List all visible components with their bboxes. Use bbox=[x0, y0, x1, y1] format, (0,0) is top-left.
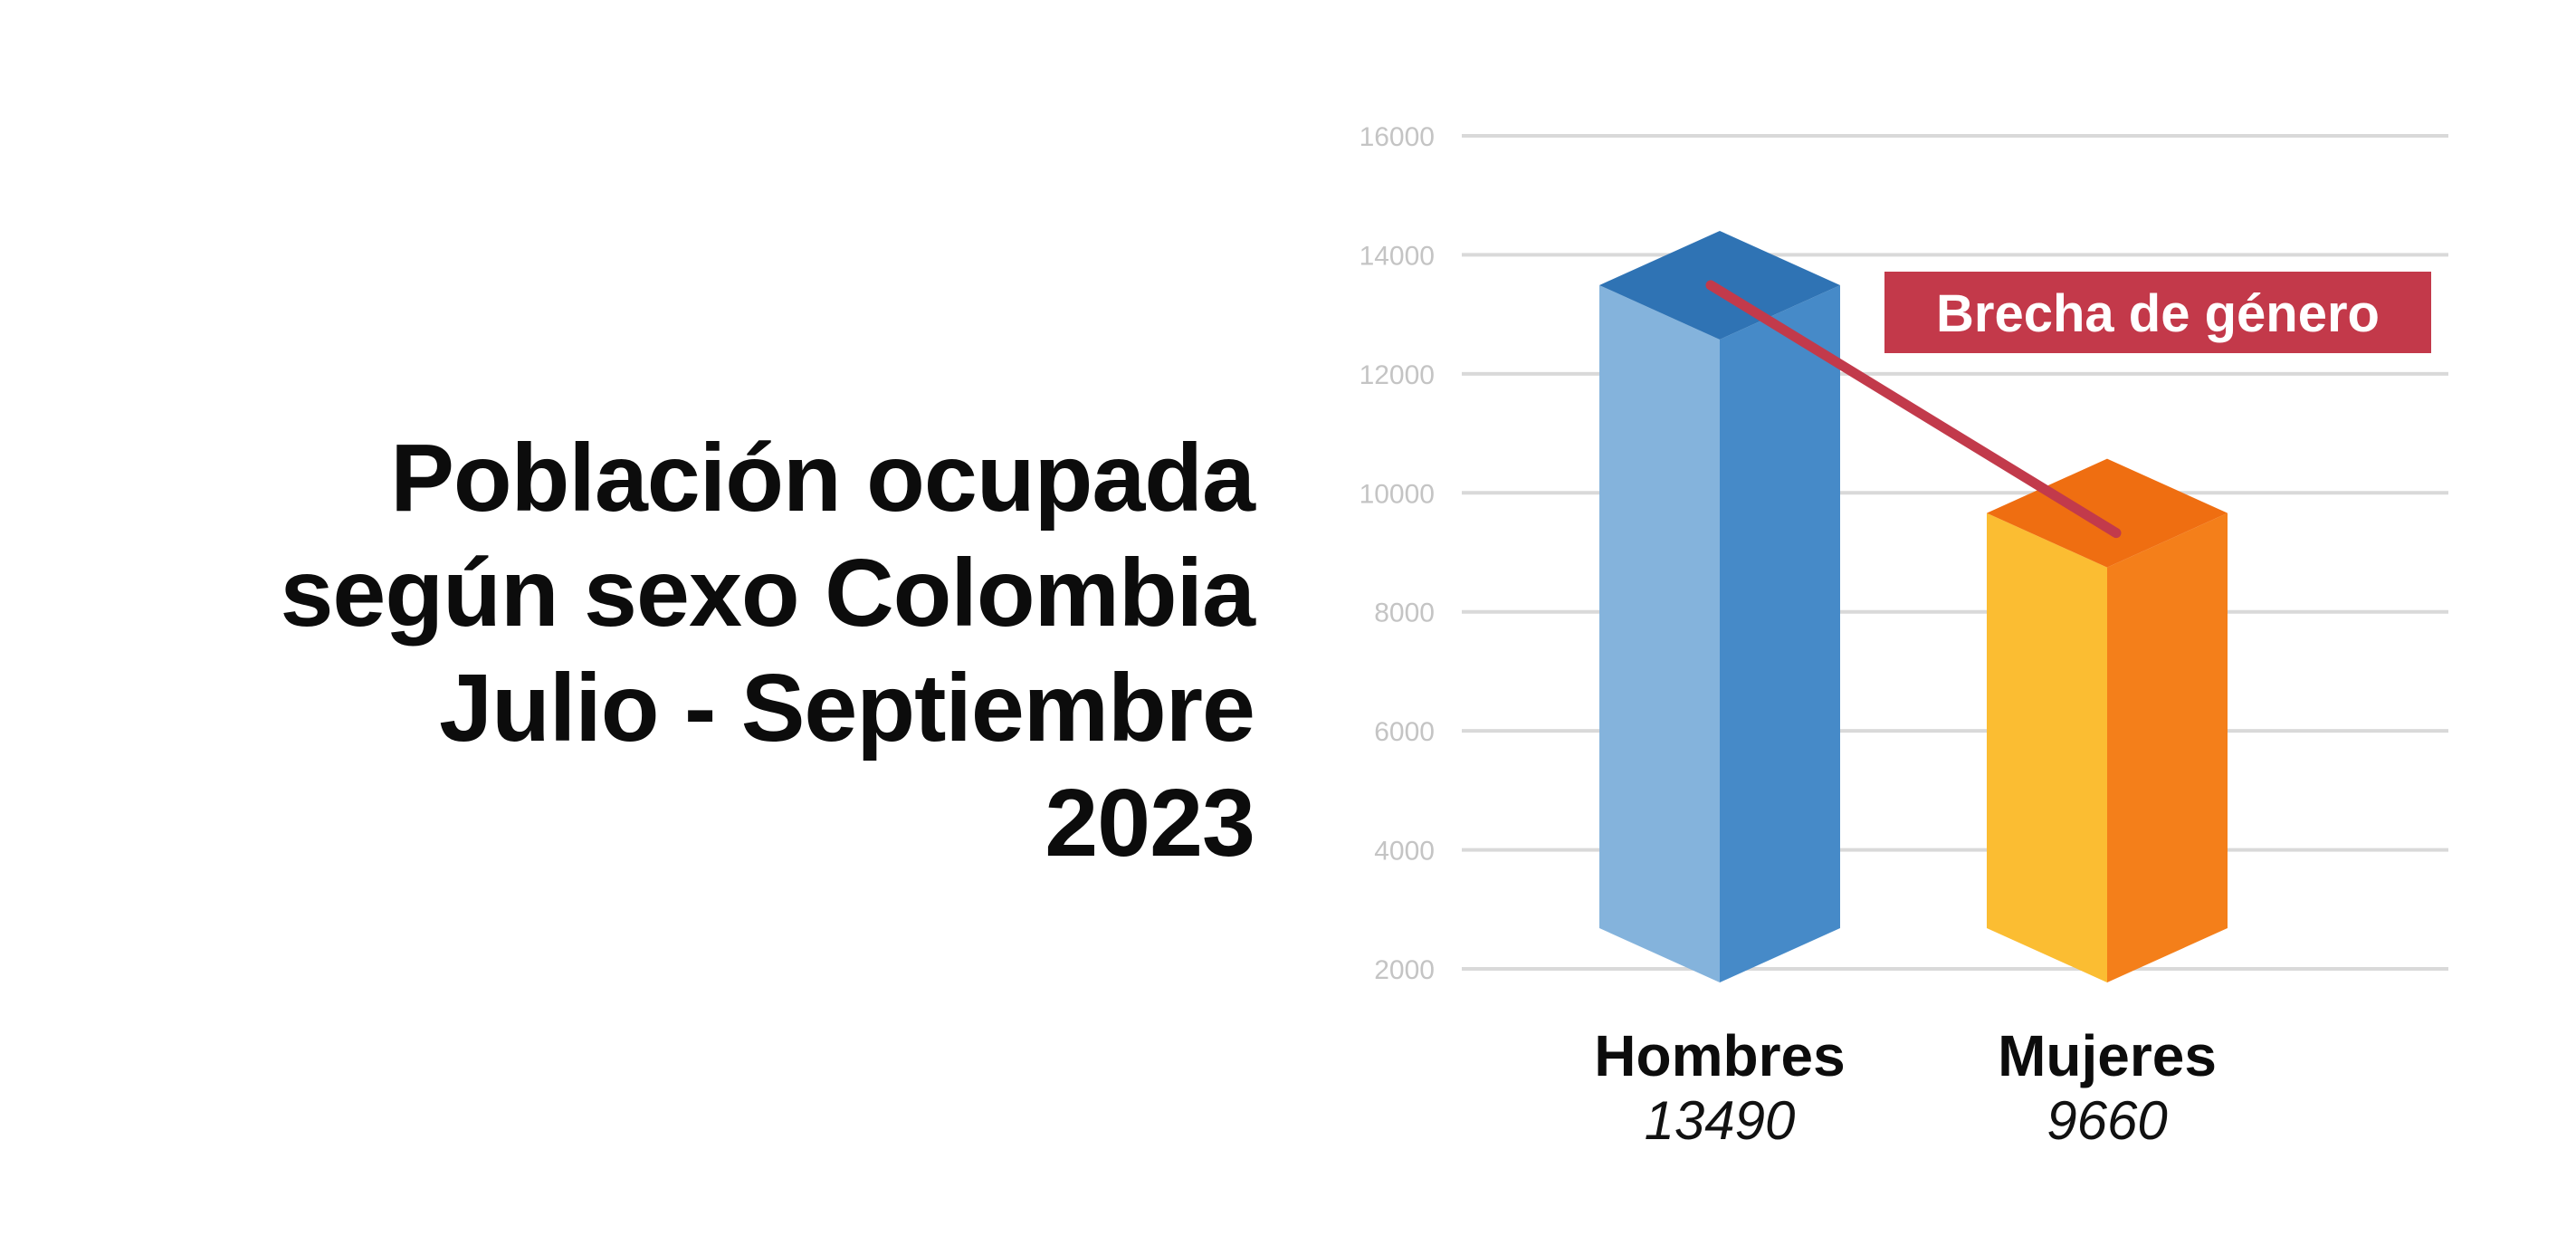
y-tick-label: 8000 bbox=[1374, 599, 1435, 628]
y-tick-label: 4000 bbox=[1374, 837, 1435, 867]
annotation-box bbox=[1884, 272, 2431, 353]
y-tick-label: 10000 bbox=[1360, 479, 1435, 509]
category-label: Hombres bbox=[1594, 1023, 1845, 1088]
gender-gap-line bbox=[1705, 280, 2122, 539]
annotation-label: Brecha de género bbox=[1936, 284, 2380, 343]
chart-title: Población ocupada según sexo Colombia Ju… bbox=[78, 421, 1255, 881]
y-tick-label: 14000 bbox=[1360, 241, 1435, 271]
y-tick-label: 12000 bbox=[1360, 360, 1435, 390]
value-label: 13490 bbox=[1645, 1090, 1796, 1151]
title-line: Población ocupada bbox=[390, 425, 1255, 532]
y-tick-label: 2000 bbox=[1374, 955, 1435, 985]
bar-side-face bbox=[1720, 284, 1840, 982]
bar-side-face bbox=[2107, 513, 2228, 982]
annotation-layer: Brecha de género bbox=[1884, 272, 2431, 353]
y-tick-label: 6000 bbox=[1374, 717, 1435, 747]
title-line: según sexo Colombia bbox=[280, 540, 1255, 647]
gap-line-layer bbox=[1705, 280, 2122, 539]
grid-layer: 2000 4000 6000 8000 10000 12000 14000 16000 bbox=[1360, 122, 2448, 985]
bar-front-face bbox=[1599, 284, 1720, 982]
y-tick-label: 16000 bbox=[1360, 122, 1435, 152]
category-label: Mujeres bbox=[1998, 1023, 2217, 1088]
bar-front-face bbox=[1987, 513, 2107, 982]
title-line: 2023 bbox=[1045, 770, 1255, 877]
title-line: Julio - Septiembre bbox=[439, 655, 1255, 762]
value-label: 9660 bbox=[2046, 1090, 2167, 1151]
